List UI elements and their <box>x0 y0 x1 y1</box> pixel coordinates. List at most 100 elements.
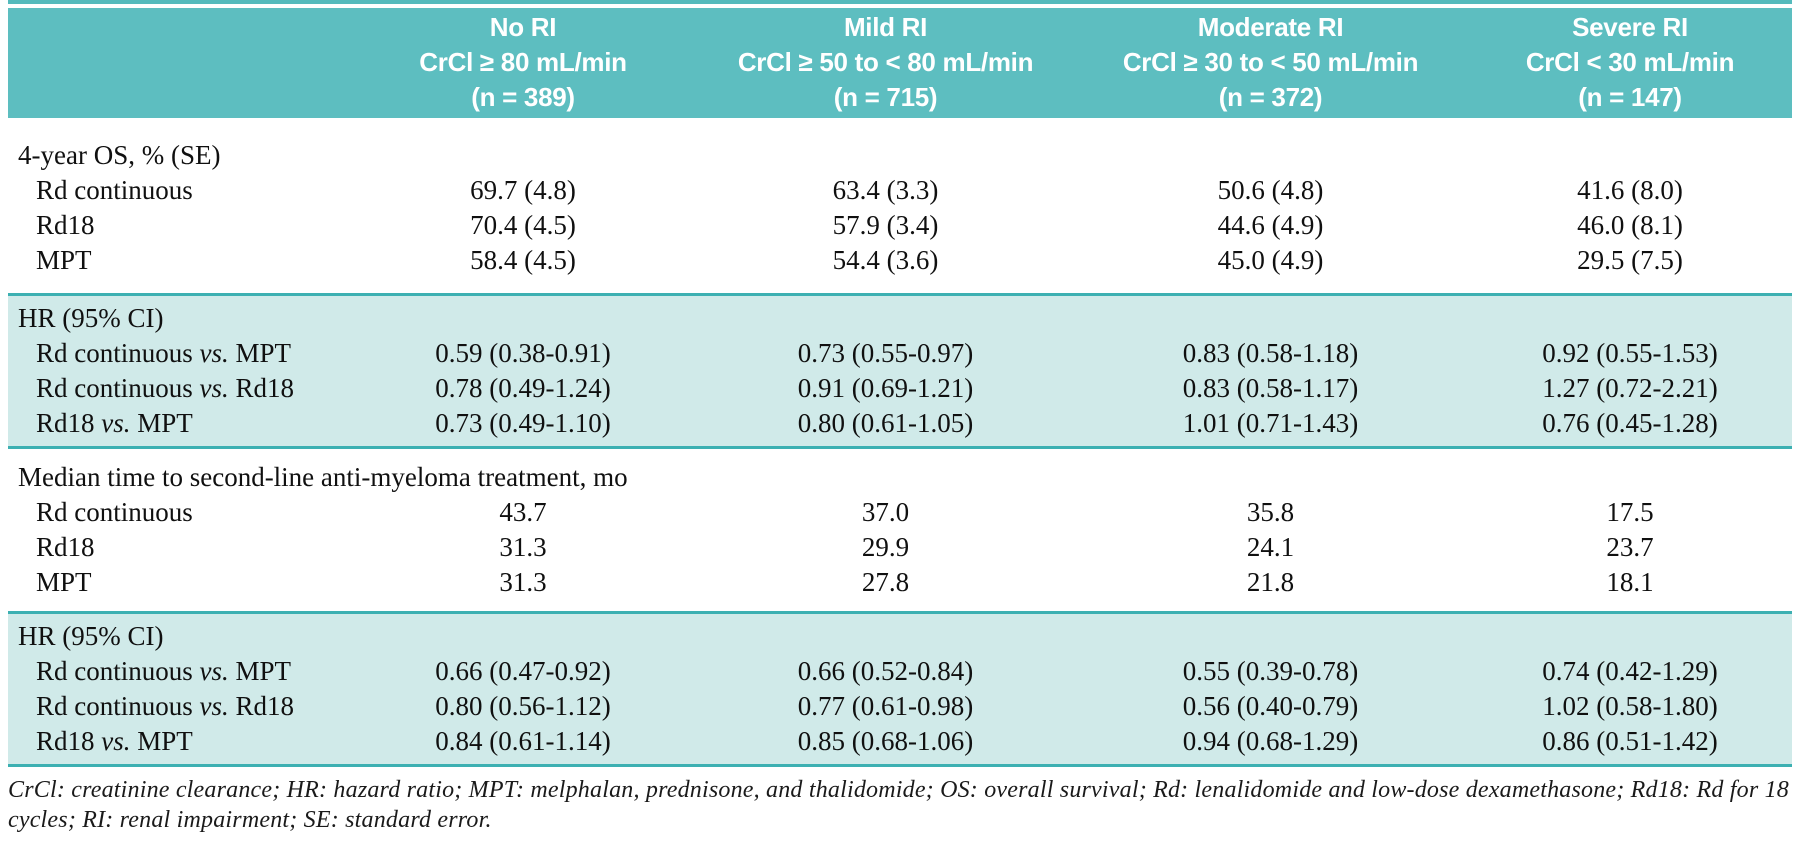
column-crcl-range: CrCl < 30 mL/min <box>1525 47 1735 77</box>
table-cell: 70.4 (4.5) <box>470 210 576 240</box>
table-cell: 0.73 (0.55-0.97) <box>797 338 974 368</box>
row-label: Rd18 <box>36 532 95 562</box>
table-cell: 1.02 (0.58-1.80) <box>1542 691 1718 721</box>
table-row: Rd continuous vs. Rd18 0.80 (0.56-1.12) 0.… <box>8 689 1792 724</box>
section-header-row: Median time to second-line anti-myeloma … <box>8 460 1792 495</box>
column-n: (n = 372) <box>1218 82 1323 112</box>
table-cell: 1.01 (0.71-1.43) <box>1182 408 1359 438</box>
table-row: Rd18 70.4 (4.5) 57.9 (3.4) 44.6 (4.9) 46.0 (… <box>8 208 1792 243</box>
row-label: Rd continuous <box>36 175 193 205</box>
column-title: Mild RI <box>843 12 928 42</box>
table-row: Rd continuous vs. MPT 0.66 (0.47-0.92) 0.6… <box>8 654 1792 689</box>
table-row: Rd continuous vs. MPT 0.59 (0.38-0.91) 0.7… <box>8 336 1792 371</box>
column-n: (n = 389) <box>471 82 575 112</box>
row-label: Rd continuous vs. MPT <box>36 656 292 686</box>
column-crcl-range: CrCl ≥ 30 to < 50 mL/min <box>1122 47 1419 77</box>
column-title: Moderate RI <box>1197 12 1344 42</box>
column-n: (n = 147) <box>1578 82 1682 112</box>
table-cell: 45.0 (4.9) <box>1217 245 1324 275</box>
table-cell: 0.73 (0.49-1.10) <box>435 408 611 438</box>
table-row: Rd continuous vs. Rd18 0.78 (0.49-1.24) 0.… <box>8 371 1792 406</box>
table-sections: 4-year OS, % (SE) Rd continuous 69.7 (4.8)… <box>8 118 1792 767</box>
table-cell: 0.55 (0.39-0.78) <box>1182 656 1359 686</box>
table-cell: 54.4 (3.6) <box>832 245 939 275</box>
table-row: Rd18 vs. MPT 0.84 (0.61-1.14) 0.85 (0.68-1… <box>8 724 1792 759</box>
table-row: Rd continuous 69.7 (4.8) 63.4 (3.3) 50.6 (4… <box>8 173 1792 208</box>
table-cell: 24.1 <box>1246 532 1295 562</box>
row-label: Rd18 vs. MPT <box>36 726 193 756</box>
table-cell: 17.5 <box>1606 497 1654 527</box>
section-header: HR (95% CI) <box>18 303 164 333</box>
table-cell: 1.27 (0.72-2.21) <box>1542 373 1718 403</box>
table-top-rule <box>8 0 1792 4</box>
column-n: (n = 715) <box>833 82 938 112</box>
row-label: Rd continuous <box>36 497 193 527</box>
table-cell: 0.56 (0.40-0.79) <box>1182 691 1359 721</box>
table-cell: 0.77 (0.61-0.98) <box>797 691 974 721</box>
table-row: Rd continuous 43.7 37.0 35.8 17.5 <box>8 495 1792 530</box>
row-label: Rd18 <box>36 210 95 240</box>
table-header: No RI CrCl ≥ 80 mL/min (n = 389) Mild RI… <box>8 8 1792 118</box>
table-cell: 50.6 (4.8) <box>1217 175 1324 205</box>
table-cell: 0.91 (0.69-1.21) <box>797 373 974 403</box>
table-cell: 44.6 (4.9) <box>1217 210 1324 240</box>
table-row: MPT 31.3 27.8 21.8 18.1 <box>8 565 1792 600</box>
table-cell: 27.8 <box>861 567 910 597</box>
column-crcl-range: CrCl ≥ 50 to < 80 mL/min <box>737 47 1034 77</box>
table-cell: 0.76 (0.45-1.28) <box>1542 408 1718 438</box>
table-cell: 0.66 (0.47-0.92) <box>435 656 611 686</box>
section-header: 4-year OS, % (SE) <box>18 140 221 170</box>
row-label: Rd continuous vs. Rd18 <box>36 691 295 721</box>
ri-outcomes-table: No RI CrCl ≥ 80 mL/min (n = 389) Mild RI… <box>8 0 1792 767</box>
table-cell: 57.9 (3.4) <box>832 210 939 240</box>
table-cell: 31.3 <box>499 567 547 597</box>
table-section: HR (95% CI) Rd continuous vs. MPT 0.66 (0.… <box>8 611 1792 767</box>
table-section: 4-year OS, % (SE) Rd continuous 69.7 (4.8)… <box>8 118 1792 293</box>
section-header: HR (95% CI) <box>18 621 164 651</box>
section-header-row: 4-year OS, % (SE) <box>8 138 1792 173</box>
table-cell: 63.4 (3.3) <box>832 175 939 205</box>
row-label: Rd18 vs. MPT <box>36 408 193 438</box>
table-cell: 37.0 <box>861 497 910 527</box>
table-cell: 0.86 (0.51-1.42) <box>1542 726 1718 756</box>
table-cell: 21.8 <box>1246 567 1295 597</box>
section-header-row: HR (95% CI) <box>8 301 1792 336</box>
table-cell: 31.3 <box>499 532 547 562</box>
table-cell: 18.1 <box>1606 567 1654 597</box>
table-row: Rd18 vs. MPT 0.73 (0.49-1.10) 0.80 (0.61-1… <box>8 406 1792 441</box>
column-header-no-ri: No RI CrCl ≥ 80 mL/min (n = 389) <box>348 10 698 115</box>
section-header-row: HR (95% CI) <box>8 619 1792 654</box>
table-cell: 69.7 (4.8) <box>470 175 576 205</box>
table-row: MPT 58.4 (4.5) 54.4 (3.6) 45.0 (4.9) 29.5 (7… <box>8 243 1792 278</box>
table-cell: 0.59 (0.38-0.91) <box>435 338 611 368</box>
footnote: CrCl: creatinine clearance; HR: hazard r… <box>8 777 1789 833</box>
table-cell: 29.9 <box>861 532 910 562</box>
row-label: MPT <box>36 567 92 597</box>
table-cell: 0.83 (0.58-1.17) <box>1182 373 1359 403</box>
table-cell: 0.92 (0.55-1.53) <box>1542 338 1718 368</box>
table-section: HR (95% CI) Rd continuous vs. MPT 0.59 (0.… <box>8 293 1792 449</box>
table-cell: 29.5 (7.5) <box>1577 245 1683 275</box>
column-title: Severe RI <box>1572 12 1688 42</box>
table-cell: 0.85 (0.68-1.06) <box>797 726 974 756</box>
column-header-severe-ri: Severe RI CrCl < 30 mL/min (n = 147) <box>1468 10 1792 115</box>
table-cell: 0.80 (0.56-1.12) <box>435 691 611 721</box>
table-cell: 0.94 (0.68-1.29) <box>1182 726 1359 756</box>
row-label: Rd continuous vs. MPT <box>36 338 292 368</box>
column-header-moderate-ri: Moderate RI CrCl ≥ 30 to < 50 mL/min (n … <box>1073 10 1468 115</box>
section-header: Median time to second-line anti-myeloma … <box>18 462 628 492</box>
column-title: No RI <box>489 12 557 42</box>
row-label: MPT <box>36 245 92 275</box>
table-cell: 35.8 <box>1246 497 1295 527</box>
column-crcl-range: CrCl ≥ 80 mL/min <box>419 47 627 77</box>
table-cell: 0.80 (0.61-1.05) <box>797 408 974 438</box>
column-header-mild-ri: Mild RI CrCl ≥ 50 to < 80 mL/min (n = 71… <box>698 10 1073 115</box>
table-cell: 58.4 (4.5) <box>470 245 576 275</box>
table-cell: 0.74 (0.42-1.29) <box>1542 656 1718 686</box>
table-cell: 0.84 (0.61-1.14) <box>435 726 611 756</box>
table-cell: 41.6 (8.0) <box>1577 175 1683 205</box>
header-gap <box>8 4 1792 8</box>
table-cell: 46.0 (8.1) <box>1577 210 1683 240</box>
table-cell: 0.78 (0.49-1.24) <box>435 373 611 403</box>
table-cell: 23.7 <box>1606 532 1654 562</box>
